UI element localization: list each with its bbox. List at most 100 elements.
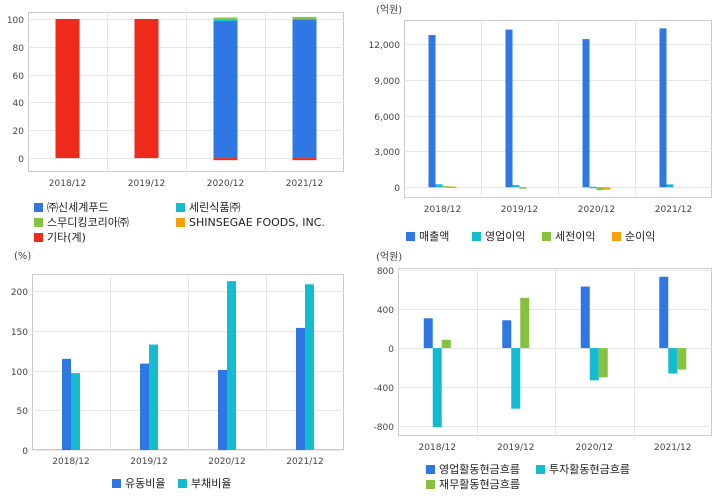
bar — [659, 28, 667, 188]
bar — [441, 339, 451, 349]
bar — [519, 187, 527, 189]
income-chart-panel: 0 3,000 6,000 9,000 12,000 2018/12 2019/12 2020… — [360, 0, 720, 248]
legend-label: 영업활동현금흐름 — [439, 463, 520, 476]
y-tick-label: -400 — [374, 384, 395, 394]
legend-item-operating-cashflow: 영업활동현금흐름 — [426, 462, 520, 477]
cashflow-chart-panel: -800 -400 0 400 800 2018/12 2019/12 2020/12 2021… — [360, 248, 720, 496]
x-tick-label: 2021/12 — [286, 457, 323, 467]
x-tick-label: 2018/12 — [419, 443, 456, 453]
bar — [213, 19, 238, 22]
y-tick-label: 6,000 — [374, 113, 400, 123]
bar — [428, 35, 436, 188]
legend-item-shinsegae-foods-inc: SHINSEGAE FOODS, INC. — [176, 215, 325, 230]
y-tick-label: 80 — [13, 44, 25, 54]
legend-swatch — [542, 232, 551, 241]
legend-label: SHINSEGAE FOODS, INC. — [189, 216, 325, 229]
y-tick-label: 800 — [377, 267, 394, 277]
bar — [305, 284, 314, 450]
legend-label: 매출액 — [419, 230, 450, 243]
bar — [432, 348, 442, 428]
bar — [292, 18, 317, 20]
legend-label: 세린식품㈜ — [189, 201, 241, 214]
y-tick-label: 9,000 — [374, 77, 400, 87]
legend-swatch — [176, 203, 185, 212]
y-tick-label: 12,000 — [369, 41, 401, 51]
x-tick-label: 2020/12 — [578, 205, 615, 215]
y-tick-label: 50 — [17, 407, 29, 417]
x-tick-label: 2021/12 — [655, 205, 692, 215]
y-tick-label: 100 — [11, 368, 28, 378]
bar — [505, 29, 513, 188]
legend-item-others: 기타(계) — [34, 230, 86, 245]
bar — [582, 39, 590, 188]
y-tick-label: 100 — [7, 16, 24, 26]
legend-item-financing-cashflow: 재무활동현금흐름 — [426, 477, 520, 492]
cashflow-legend: 영업활동현금흐름 투자활동현금흐름 재무활동현금흐름 — [426, 462, 716, 494]
bar — [296, 327, 305, 450]
x-tick-label: 2020/12 — [207, 179, 244, 189]
y-tick-label: 3,000 — [374, 148, 400, 158]
x-tick-label: 2018/12 — [52, 457, 89, 467]
legend-label: 재무활동현금흐름 — [439, 478, 520, 491]
x-tick-label: 2019/12 — [130, 457, 167, 467]
y-tick-label: 40 — [13, 99, 25, 109]
shareholder-legend: ㈜신세계푸드 세린식품㈜ 스무디킹코리아㈜ SHINSEGAE FOODS, I… — [34, 200, 354, 246]
legend-swatch — [406, 232, 415, 241]
bar — [423, 318, 433, 349]
unit-label: (%) — [14, 251, 31, 262]
bar — [292, 158, 317, 161]
legend-swatch — [34, 203, 43, 212]
ratio-chart: 0 50 100 150 200 2018/12 2019/12 2020/12 2021/12… — [11, 251, 344, 467]
legend-swatch — [176, 218, 185, 227]
bar — [589, 186, 597, 189]
legend-label: 부채비율 — [191, 477, 232, 490]
bar — [511, 348, 521, 409]
legend-swatch — [34, 233, 43, 242]
legend-label: 영업이익 — [485, 230, 526, 243]
legend-item-smoothie-king: 스무디킹코리아㈜ — [34, 215, 129, 230]
legend-item-debt-ratio: 부채비율 — [178, 476, 231, 491]
ratio-chart-panel: 0 50 100 150 200 2018/12 2019/12 2020/12 2021/12… — [0, 248, 360, 496]
bar — [292, 16, 317, 19]
bar — [512, 185, 520, 188]
bar — [666, 184, 674, 188]
bar — [435, 184, 443, 188]
bar — [603, 187, 611, 190]
legend-item-revenue: 매출액 — [406, 229, 449, 244]
legend-item-operating-income: 영업이익 — [472, 229, 525, 244]
bar — [71, 373, 80, 450]
legend-label: 투자활동현금흐름 — [549, 463, 630, 476]
bar — [520, 297, 530, 349]
shareholder-chart-panel: 0 20 40 60 80 100 2018/12 2019/12 2020/12 2021/12… — [0, 0, 360, 248]
bar — [134, 18, 159, 159]
legend-label: 기타(계) — [47, 231, 86, 244]
legend-label: 세전이익 — [555, 230, 596, 243]
bar — [149, 344, 158, 450]
bar — [218, 369, 227, 450]
legend-item-current-ratio: 유동비율 — [112, 476, 165, 491]
bar — [589, 348, 599, 381]
x-tick-label: 2019/12 — [497, 443, 534, 453]
legend-swatch — [612, 232, 621, 241]
legend-item-investing-cashflow: 투자활동현금흐름 — [536, 462, 630, 477]
bar — [292, 19, 317, 159]
bar — [227, 281, 236, 450]
bar — [62, 358, 71, 450]
legend-swatch — [112, 479, 121, 488]
bar — [677, 348, 687, 370]
bar — [449, 186, 457, 189]
bar — [213, 21, 238, 159]
x-tick-label: 2021/12 — [286, 179, 323, 189]
legend-swatch — [426, 465, 435, 474]
legend-item-net-income: 순이익 — [612, 229, 655, 244]
y-tick-label: 0 — [22, 447, 28, 457]
y-tick-label: 20 — [13, 127, 25, 137]
y-tick-label: 200 — [11, 288, 28, 298]
legend-swatch — [426, 480, 435, 489]
y-tick-label: 400 — [377, 306, 394, 316]
income-legend: 매출액 영업이익 세전이익 순이익 — [406, 229, 716, 245]
x-tick-label: 2019/12 — [128, 179, 165, 189]
y-tick-label: 60 — [13, 72, 25, 82]
legend-swatch — [536, 465, 545, 474]
unit-label: (억원) — [376, 4, 402, 16]
